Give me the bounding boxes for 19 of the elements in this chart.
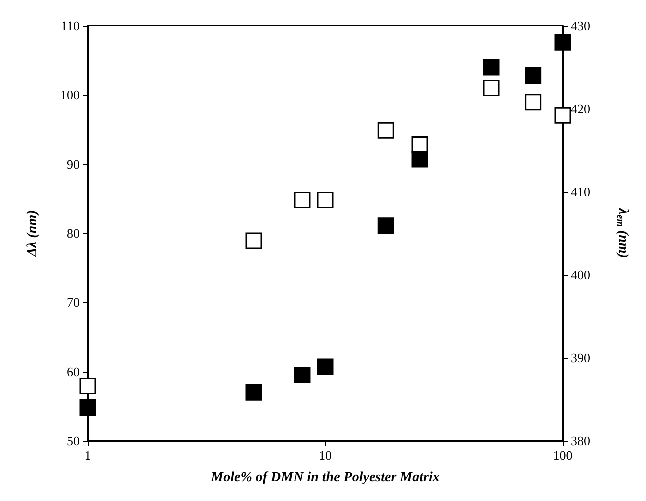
y-tick-label: 50	[67, 434, 80, 448]
x-axis-title: Mole% of DMN in the Polyester Matrix	[210, 470, 440, 486]
y-tick-label: 80	[67, 226, 80, 241]
y2-axis-title: λem (nm)	[614, 208, 630, 258]
y2-tick-label: 380	[571, 434, 590, 448]
y2-tick-label: 410	[571, 184, 590, 200]
y-tick-label: 70	[67, 295, 80, 310]
x-tick-label: 100	[553, 448, 573, 463]
x-tick-label: 1	[84, 448, 92, 463]
y2-tick-label: 430	[571, 18, 590, 34]
y-tick-label: 90	[67, 156, 80, 172]
y-axis-title: Δλ (nm)	[26, 210, 40, 258]
y-tick-label: 100	[60, 88, 80, 103]
x-tick-label: 10	[319, 448, 332, 463]
y2-tick-label: 400	[571, 268, 590, 282]
y2-tick-label: 390	[571, 350, 590, 366]
y-tick-label: 110	[60, 18, 80, 34]
y-tick-label: 60	[67, 364, 80, 380]
y2-tick-label: 420	[571, 102, 590, 116]
